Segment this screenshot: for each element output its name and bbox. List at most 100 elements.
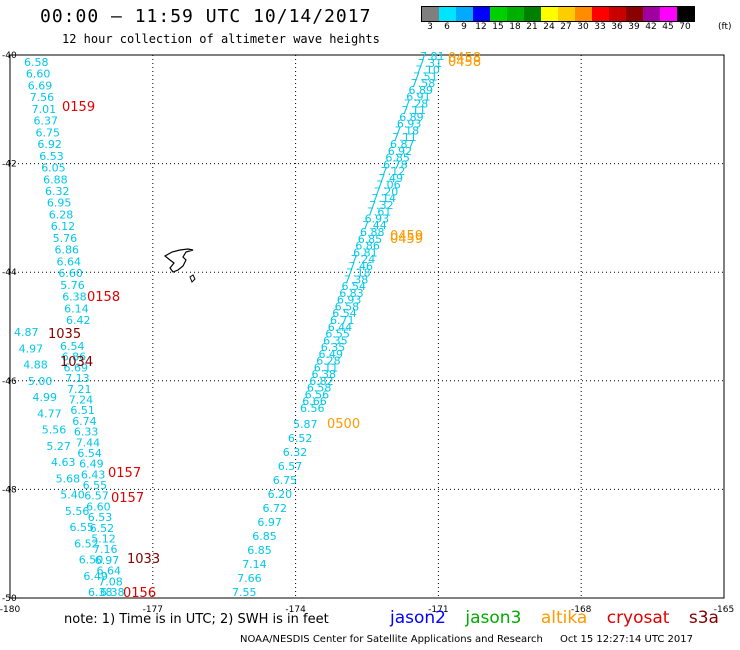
swh-value: 6.58 bbox=[335, 301, 360, 314]
swh-value: 7.11 bbox=[392, 131, 417, 144]
legend-swatch-18 bbox=[507, 7, 524, 21]
time-label-altika: 0459 bbox=[390, 232, 423, 247]
swh-value: 6.85 bbox=[385, 152, 410, 165]
swh-value: 6.66 bbox=[302, 395, 327, 408]
swh-value: 6.42 bbox=[66, 314, 91, 327]
y-tick-label: -48 bbox=[2, 485, 17, 495]
legend-label-12: 12 bbox=[475, 22, 487, 32]
swh-value: 7.56 bbox=[30, 91, 55, 104]
swh-value: 7.49 bbox=[379, 172, 404, 185]
swh-value: 6.52 bbox=[288, 432, 313, 445]
legend-label-45: 45 bbox=[662, 22, 674, 32]
legend-swatch-39 bbox=[626, 7, 643, 21]
swh-value: 6.05 bbox=[41, 162, 65, 175]
legend-label-15: 15 bbox=[492, 22, 504, 32]
swh-value: 6.58 bbox=[24, 56, 49, 69]
swh-value: 6.83 bbox=[339, 287, 364, 300]
legend-label-24: 24 bbox=[543, 22, 555, 32]
swh-value: 5.87 bbox=[293, 418, 318, 431]
swh-value: 5.76 bbox=[60, 279, 85, 292]
swh-value: 5.56 bbox=[42, 424, 67, 437]
swh-value: 6.28 bbox=[49, 209, 74, 222]
legend-swatch-12 bbox=[473, 7, 490, 21]
x-tick-label: -180 bbox=[0, 605, 20, 615]
legend-swatch-21 bbox=[524, 7, 541, 21]
swh-value: 7.18 bbox=[346, 267, 371, 280]
swh-value: 6.93 bbox=[397, 118, 422, 131]
swh-value: 6.55 bbox=[325, 328, 350, 341]
swh-value: 6.91 bbox=[406, 91, 431, 104]
swh-value: 6.54 bbox=[60, 340, 85, 353]
swh-value: 6.12 bbox=[51, 220, 75, 233]
swh-value: 7.51 bbox=[413, 70, 438, 83]
y-tick-label: -44 bbox=[2, 268, 17, 278]
grid-lines bbox=[10, 55, 724, 598]
legend-label-9: 9 bbox=[461, 22, 467, 32]
legend-unit: (ft) bbox=[718, 22, 732, 32]
swh-value: 7.32 bbox=[369, 199, 394, 212]
x-tick-label: -177 bbox=[143, 605, 163, 615]
map-frame bbox=[9, 54, 725, 599]
swh-value: 6.35 bbox=[323, 334, 348, 347]
swh-value: 7.11 bbox=[402, 104, 427, 117]
swh-value: 6.92 bbox=[37, 138, 62, 151]
swh-value: 6.89 bbox=[399, 111, 424, 124]
legend-label-42: 42 bbox=[645, 22, 657, 32]
swh-value: 6.43 bbox=[81, 468, 106, 481]
swh-value: 6.53 bbox=[88, 511, 113, 524]
y-tick-label: -40 bbox=[2, 51, 17, 61]
legend-swatch-30 bbox=[575, 7, 592, 21]
swh-value: 7.44 bbox=[362, 219, 387, 232]
time-label-cryosat: 0157 bbox=[111, 491, 144, 506]
swh-value: 7.31 bbox=[418, 57, 443, 70]
swh-value: 6.74 bbox=[72, 415, 97, 428]
island-outline bbox=[163, 248, 196, 283]
swh-value: 7.58 bbox=[411, 77, 436, 90]
swh-value: 6.97 bbox=[95, 554, 120, 567]
credit-time: Oct 15 12:27:14 UTC 2017 bbox=[560, 634, 693, 645]
time-label-cryosat: 0157 bbox=[108, 466, 141, 481]
swh-value: 6.20 bbox=[268, 488, 293, 501]
legend-label-33: 33 bbox=[594, 22, 606, 32]
legend-swatch-15 bbox=[490, 7, 507, 21]
swh-value: 7.38 bbox=[344, 273, 369, 286]
swh-value: 6.58 bbox=[307, 382, 332, 395]
swh-value: 6.86 bbox=[62, 351, 86, 364]
swh-value: 4.87 bbox=[14, 326, 39, 339]
swh-value: 6.57 bbox=[278, 460, 303, 473]
time-label-altika: 0500 bbox=[327, 417, 360, 432]
swh-value: 6.86 bbox=[355, 240, 380, 253]
swh-value: 5.56 bbox=[65, 505, 90, 518]
swh-value: 6.69 bbox=[28, 80, 53, 93]
swh-value: 6.49 bbox=[79, 458, 104, 471]
time-label-s3a: 1033 bbox=[127, 552, 160, 567]
swh-value: 6.60 bbox=[86, 500, 111, 513]
legend-swatch-33 bbox=[592, 7, 609, 21]
swh-value: 6.28 bbox=[316, 355, 341, 368]
swh-value: 7.21 bbox=[67, 383, 92, 396]
swh-value: 6.89 bbox=[409, 84, 434, 97]
footnote: note: 1) Time is in UTC; 2) SWH is in fe… bbox=[64, 612, 329, 627]
swh-value: 7.18 bbox=[395, 125, 420, 138]
x-tick-label: -174 bbox=[285, 605, 306, 615]
swh-value: 6.87 bbox=[390, 138, 415, 151]
swh-value: 6.53 bbox=[39, 150, 64, 163]
swh-value: 6.92 bbox=[388, 145, 413, 158]
sat-jason3: jason3 bbox=[465, 608, 522, 628]
swh-value: 6.35 bbox=[321, 341, 346, 354]
sat-s3a: s3a bbox=[688, 608, 719, 628]
swh-tracks: 6.586.606.697.567.016.376.756.926.536.05… bbox=[14, 50, 445, 599]
swh-value: 7.81 bbox=[420, 50, 445, 63]
swh-value: 6.86 bbox=[55, 244, 80, 257]
swh-value: 6.78 bbox=[383, 158, 408, 171]
swh-value: 7.10 bbox=[415, 64, 440, 77]
swh-value: 6.69 bbox=[64, 361, 89, 374]
swh-value: 6.54 bbox=[342, 280, 367, 293]
swh-value: 6.38 bbox=[62, 291, 86, 304]
legend-swatch-45 bbox=[660, 7, 677, 21]
legend-label-70: 70 bbox=[679, 22, 691, 32]
swh-value: 6.64 bbox=[97, 565, 122, 578]
swh-value: 6.54 bbox=[332, 307, 357, 320]
x-tick-label: -171 bbox=[428, 605, 448, 615]
swh-value: 6.82 bbox=[309, 375, 334, 388]
